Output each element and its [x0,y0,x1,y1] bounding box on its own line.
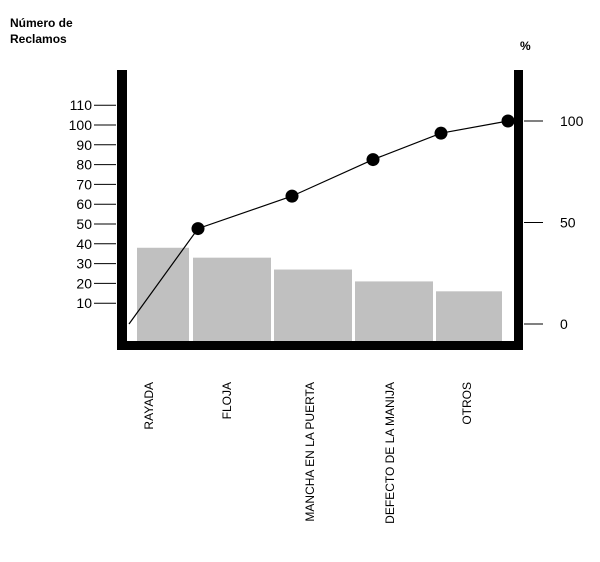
bars-layer [137,247,502,344]
category-label-3: MANCHA EN LA PUERTA [303,382,317,522]
right-axis [514,70,523,350]
right-tick-label-50: 50 [560,215,576,231]
cumulative-point-1 [191,222,205,236]
left-axis-title: Número de Reclamos [10,16,73,46]
bar-3 [274,269,352,344]
cumulative-point-4 [434,126,448,140]
bar-1 [137,247,189,344]
cumulative-percent-line [128,120,509,325]
left-tick-label-40: 40 [76,236,92,252]
cumulative-point-5 [501,114,515,128]
left-tick-label-80: 80 [76,157,92,173]
bar-4 [355,281,433,344]
left-tick-label-110: 110 [70,97,93,113]
left-tick-label-20: 20 [76,275,92,291]
left-tick-label-90: 90 [76,137,92,153]
left-axis [117,70,127,350]
category-label-4: DEFECTO DE LA MANIJA [383,382,397,524]
category-label-1: RAYADA [142,382,156,430]
left-axis-title-line-2: Reclamos [10,32,67,46]
category-label-2: FLOJA [220,382,234,419]
left-tick-label-10: 10 [76,295,92,311]
left-tick-label-50: 50 [76,216,92,232]
category-label-5: OTROS [460,382,474,425]
left-axis-title-line-1: Número de [10,16,73,30]
right-tick-label-0: 0 [560,316,568,332]
right-tick-label-100: 100 [560,113,584,129]
cumulative-point-3 [366,153,380,167]
right-axis-title: % [520,39,531,53]
left-tick-label-70: 70 [76,176,92,192]
cumulative-point-2 [285,189,299,203]
axes-layer [94,70,543,350]
left-tick-label-100: 100 [69,117,93,133]
cumulative-line-layer [128,114,515,325]
labels-layer: 10 20 30 40 50 60 70 80 90 100 110 0 50 100 Número de R… [10,16,584,524]
bar-5 [436,291,502,344]
bar-2 [193,257,271,344]
left-tick-label-60: 60 [76,196,92,212]
left-tick-label-30: 30 [76,256,92,272]
x-axis [117,341,523,350]
